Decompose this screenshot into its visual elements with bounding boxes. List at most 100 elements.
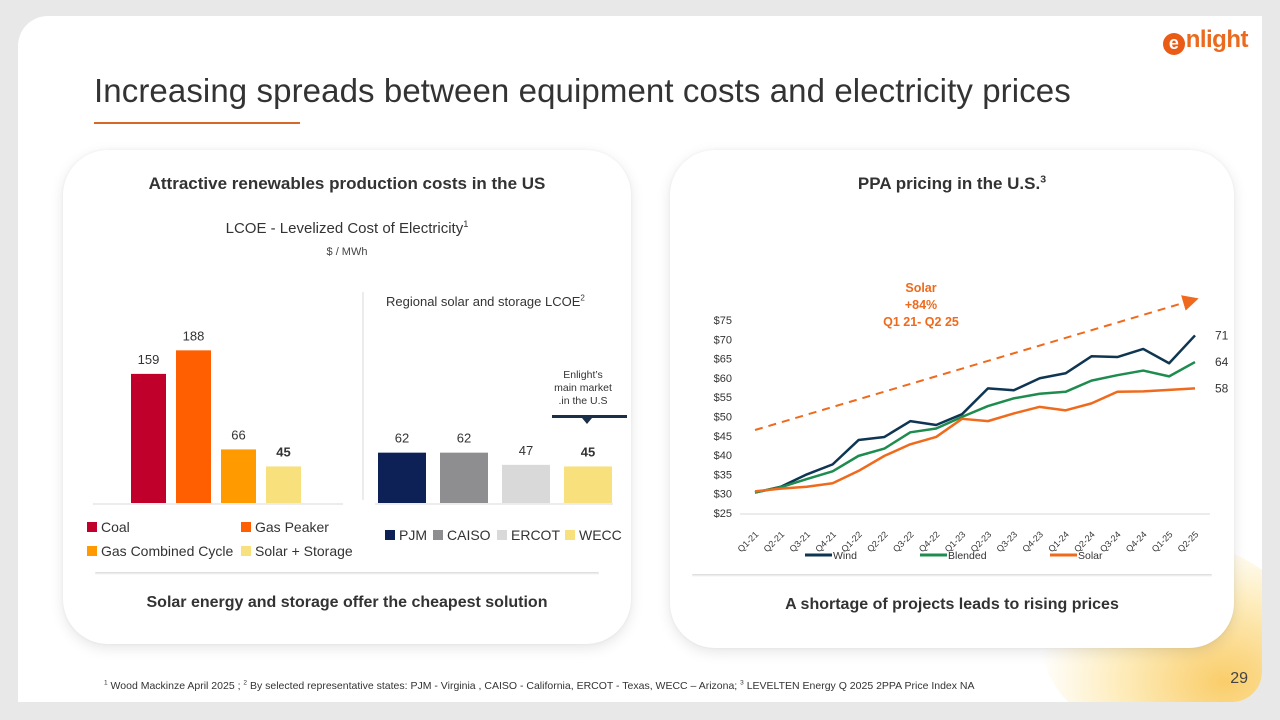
legend-label: Wind xyxy=(833,550,857,562)
lcoe-unit: $ / MWh xyxy=(326,246,368,258)
bar-value-label: 159 xyxy=(138,352,160,367)
legend-wecc: WECC xyxy=(565,527,622,543)
end-label-solar: 58 xyxy=(1215,381,1229,395)
annotation-line-2: +84% xyxy=(905,298,937,312)
legend-label: ERCOT xyxy=(511,527,560,543)
bar-pjm xyxy=(378,452,426,503)
y-tick-label: $50 xyxy=(714,412,732,424)
legend-label: Coal xyxy=(101,519,130,535)
legend-blended: Blended xyxy=(920,550,987,562)
footnote-marker: 2 xyxy=(243,679,248,687)
y-tick-label: $70 xyxy=(714,334,732,346)
y-tick-label: $35 xyxy=(714,469,732,481)
y-tick-label: $60 xyxy=(714,373,732,385)
legend-pjm: PJM xyxy=(385,527,427,543)
footnote-text: LEVELTEN Energy Q 2025 2PPA Price Index … xyxy=(743,680,975,692)
y-tick-label: $55 xyxy=(714,392,732,404)
legend-label: WECC xyxy=(579,527,622,543)
legend-label: PJM xyxy=(399,527,427,543)
bar-gas-combined-cycle xyxy=(221,449,256,503)
legend-caiso: CAISO xyxy=(433,527,491,543)
bar-value-label: 62 xyxy=(457,431,471,446)
title-underline xyxy=(94,122,300,124)
legend-coal: Coal xyxy=(87,519,130,535)
legend-swatch xyxy=(497,530,507,540)
footnote-ref: 1 xyxy=(463,219,469,229)
footnote-marker: 1 xyxy=(104,679,108,687)
ppa-title-text: PPA pricing in the U.S. xyxy=(857,174,1041,193)
annotation-line-1: Solar xyxy=(905,281,936,295)
legend-gas-peaker: Gas Peaker xyxy=(241,519,329,535)
footnote-marker: 3 xyxy=(740,679,744,687)
page-number: 29 xyxy=(1230,670,1248,687)
legend-swatch xyxy=(241,522,251,532)
annotation-line-3: Q1 21- Q2 25 xyxy=(883,315,959,329)
bar-caiso xyxy=(440,452,488,503)
bar-value-label: 45 xyxy=(276,444,290,459)
ppa-legend: Wind Blended Solar xyxy=(805,550,1103,562)
legend-swatch xyxy=(565,530,575,540)
logo-text: nlight xyxy=(1185,26,1249,53)
series-line-solar xyxy=(754,387,1196,493)
bar-value-label: 62 xyxy=(395,431,409,446)
end-label-wind: 71 xyxy=(1215,328,1229,342)
legend-swatch xyxy=(241,546,251,556)
logo-e-icon: e xyxy=(1162,33,1185,55)
legend-label: Solar xyxy=(1078,550,1103,562)
y-tick-label: $30 xyxy=(714,489,732,501)
legend-swatch xyxy=(433,530,443,540)
regional-title-text: Regional solar and storage LCOE xyxy=(386,294,581,309)
legend-label: CAISO xyxy=(447,527,491,543)
enlight-logo: e nlight xyxy=(1162,26,1249,55)
legend-swatch xyxy=(87,546,97,556)
y-tick-label: $65 xyxy=(714,354,732,366)
legend-label: Gas Peaker xyxy=(255,519,329,535)
panel-divider xyxy=(692,574,1212,577)
regional-title: Regional solar and storage LCOE2 xyxy=(386,294,585,309)
bar-value-label: 47 xyxy=(519,443,533,458)
lcoe-panel-title: Attractive renewables production costs i… xyxy=(148,174,546,193)
legend-label: Solar + Storage xyxy=(255,543,353,559)
bar-gas-peaker xyxy=(176,350,211,503)
legend-gas-combined-cycle: Gas Combined Cycle xyxy=(87,543,233,559)
ppa-line-chart: $25$30$35$40$45$50$55$60$65$70$75 Q1-21 Q… xyxy=(714,281,1229,554)
legend-solar: Solar xyxy=(1050,550,1103,562)
ppa-panel-title: PPA pricing in the U.S.3 xyxy=(670,174,1234,194)
footnote-text: By selected representative states: PJM -… xyxy=(247,680,741,692)
ppa-panel: PPA pricing in the U.S.3 $25 $30 $35 $40 $45… xyxy=(670,150,1234,648)
bar-value-label: 45 xyxy=(581,444,595,459)
legend-solar-storage: Solar + Storage xyxy=(241,543,353,559)
y-tick-label: $25 xyxy=(714,508,732,520)
y-tick-label: $75 xyxy=(714,315,732,327)
legend-ercot: ERCOT xyxy=(497,527,560,543)
footnote-text: Wood Mackinze April 2025 ; xyxy=(107,680,244,692)
legend-label: Blended xyxy=(948,550,987,562)
bar-coal xyxy=(131,373,166,503)
trend-arrow xyxy=(754,295,1199,431)
footnote-ref: 2 xyxy=(580,293,585,303)
page-title: Increasing spreads between equipment cos… xyxy=(94,72,1071,109)
legend-swatch xyxy=(385,530,395,540)
callout-line-3: .in the U.S xyxy=(558,395,607,407)
lcoe-panel: Attractive renewables production costs i… xyxy=(63,150,631,644)
panel-divider xyxy=(95,572,599,575)
callout-line-2: main market xyxy=(554,382,612,394)
callout-bar xyxy=(552,415,627,418)
slide: e nlight Increasing spreads between equip… xyxy=(18,16,1262,702)
end-label-blended: 64 xyxy=(1215,355,1229,369)
footnote: 1 Wood Mackinze April 2025 ; 2 By select… xyxy=(104,680,975,692)
legend-swatch xyxy=(87,522,97,532)
lcoe-chart: 159 188 66 45 62 62 47 45 Enlight’s main marke… xyxy=(93,292,627,505)
bar-value-label: 188 xyxy=(183,328,205,343)
y-tick-label: $40 xyxy=(714,450,732,462)
bar-wecc xyxy=(564,466,612,503)
lcoe-subtitle: LCOE - Levelized Cost of Electricity1 xyxy=(63,219,631,237)
bar-value-label: 66 xyxy=(231,427,245,442)
legend-wind: Wind xyxy=(805,550,857,562)
callout-pointer-icon xyxy=(582,418,592,424)
footnote-ref: 3 xyxy=(1040,173,1047,186)
legend-label: Gas Combined Cycle xyxy=(101,543,234,559)
lcoe-caption: Solar energy and storage offer the cheap… xyxy=(146,594,548,611)
lcoe-subtitle-text: LCOE - Levelized Cost of Electricity xyxy=(225,220,464,237)
y-tick-label: $45 xyxy=(714,431,732,443)
